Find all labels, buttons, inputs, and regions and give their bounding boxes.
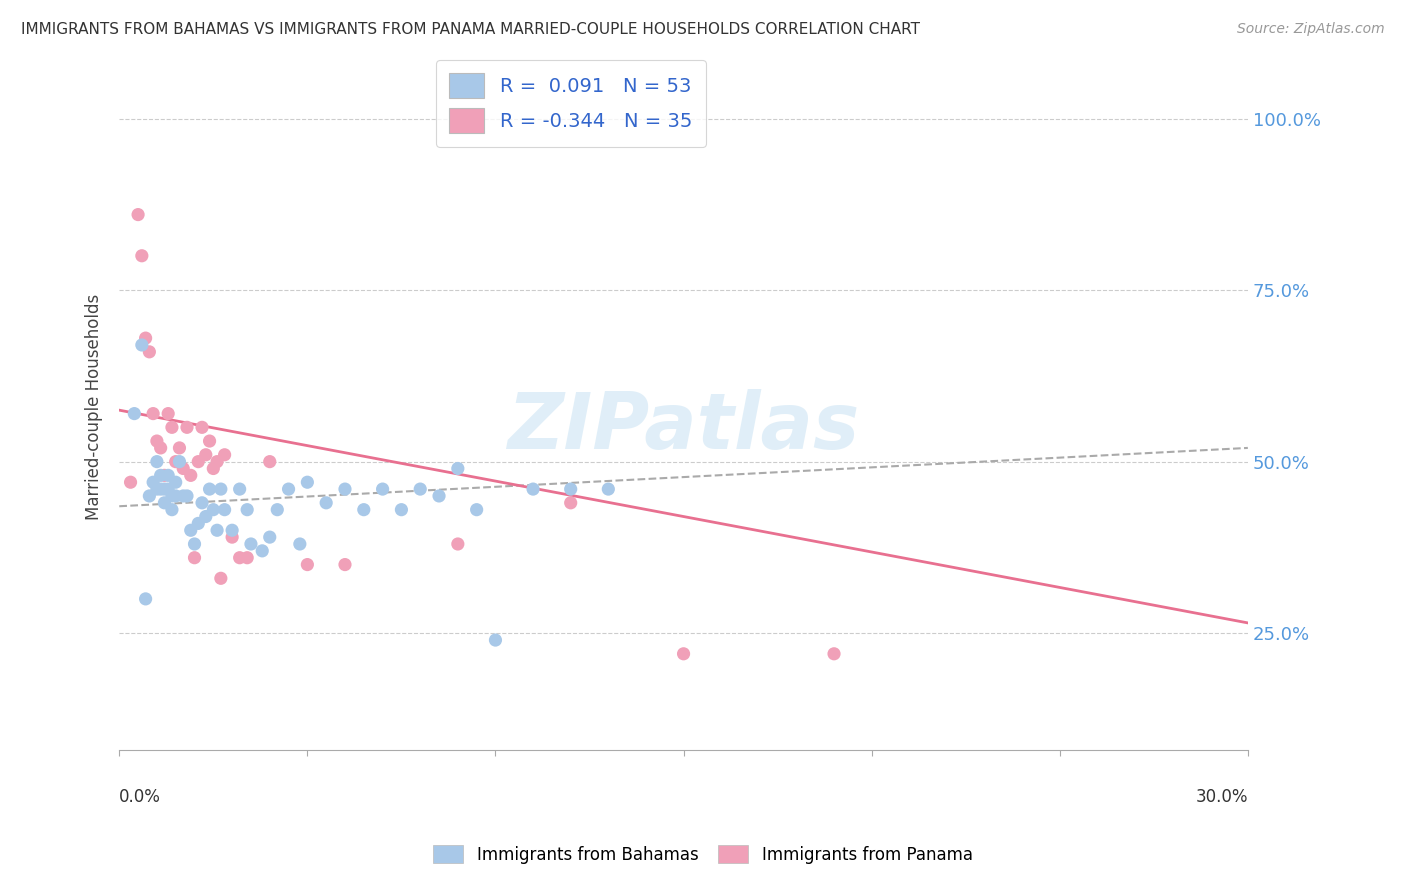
Point <box>236 550 259 565</box>
Point <box>560 482 582 496</box>
Point <box>465 502 488 516</box>
Point <box>149 468 172 483</box>
Legend: R =  0.091   N = 53, R = -0.344   N = 35: R = 0.091 N = 53, R = -0.344 N = 35 <box>436 60 706 146</box>
Point <box>194 448 217 462</box>
Point <box>149 441 172 455</box>
Point <box>165 475 187 490</box>
Point <box>297 558 319 572</box>
Point <box>252 544 274 558</box>
Point <box>165 489 187 503</box>
Point <box>239 537 262 551</box>
Point <box>198 482 221 496</box>
Point <box>176 420 198 434</box>
Point <box>228 482 250 496</box>
Point <box>277 482 299 496</box>
Point <box>172 489 194 503</box>
Point <box>259 530 281 544</box>
Text: 30.0%: 30.0% <box>1195 788 1249 805</box>
Point <box>198 434 221 448</box>
Point <box>183 550 205 565</box>
Point <box>259 455 281 469</box>
Point <box>165 455 187 469</box>
Y-axis label: Married-couple Households: Married-couple Households <box>86 293 103 520</box>
Point <box>371 482 394 496</box>
Point <box>191 496 214 510</box>
Point <box>169 455 191 469</box>
Point <box>142 407 165 421</box>
Point <box>176 489 198 503</box>
Point <box>135 591 157 606</box>
Point <box>202 502 225 516</box>
Point <box>221 530 243 544</box>
Point <box>409 482 432 496</box>
Point <box>157 482 180 496</box>
Point <box>522 482 544 496</box>
Point <box>124 407 146 421</box>
Point <box>160 489 183 503</box>
Point <box>288 537 311 551</box>
Point <box>131 338 153 352</box>
Point <box>120 475 142 490</box>
Point <box>427 489 450 503</box>
Point <box>353 502 375 516</box>
Point <box>146 482 169 496</box>
Point <box>214 448 236 462</box>
Text: Source: ZipAtlas.com: Source: ZipAtlas.com <box>1237 22 1385 37</box>
Point <box>157 407 180 421</box>
Point <box>672 647 695 661</box>
Point <box>160 502 183 516</box>
Point <box>266 502 288 516</box>
Point <box>180 468 202 483</box>
Point <box>209 571 232 585</box>
Point <box>135 331 157 345</box>
Point <box>484 633 506 648</box>
Text: IMMIGRANTS FROM BAHAMAS VS IMMIGRANTS FROM PANAMA MARRIED-COUPLE HOUSEHOLDS CORR: IMMIGRANTS FROM BAHAMAS VS IMMIGRANTS FR… <box>21 22 920 37</box>
Point <box>560 496 582 510</box>
Point <box>823 647 845 661</box>
Point <box>221 523 243 537</box>
Point <box>138 489 160 503</box>
Point <box>194 509 217 524</box>
Point <box>183 537 205 551</box>
Point <box>205 455 228 469</box>
Point <box>127 208 149 222</box>
Point <box>297 475 319 490</box>
Point <box>146 455 169 469</box>
Point <box>447 461 470 475</box>
Point <box>202 461 225 475</box>
Point <box>187 516 209 531</box>
Point <box>153 496 176 510</box>
Point <box>191 420 214 434</box>
Point <box>598 482 620 496</box>
Point <box>172 461 194 475</box>
Point <box>153 482 176 496</box>
Point <box>236 502 259 516</box>
Point <box>209 482 232 496</box>
Legend: Immigrants from Bahamas, Immigrants from Panama: Immigrants from Bahamas, Immigrants from… <box>426 838 980 871</box>
Point <box>333 482 356 496</box>
Point <box>160 420 183 434</box>
Point <box>315 496 337 510</box>
Point <box>228 550 250 565</box>
Point <box>169 441 191 455</box>
Text: ZIPatlas: ZIPatlas <box>508 389 859 466</box>
Point <box>447 537 470 551</box>
Point <box>153 468 176 483</box>
Point <box>180 523 202 537</box>
Point <box>214 502 236 516</box>
Point <box>157 468 180 483</box>
Point <box>391 502 413 516</box>
Text: 0.0%: 0.0% <box>120 788 162 805</box>
Point <box>146 434 169 448</box>
Point <box>333 558 356 572</box>
Point <box>138 344 160 359</box>
Point <box>205 523 228 537</box>
Point <box>187 455 209 469</box>
Point <box>142 475 165 490</box>
Point <box>149 482 172 496</box>
Point <box>131 249 153 263</box>
